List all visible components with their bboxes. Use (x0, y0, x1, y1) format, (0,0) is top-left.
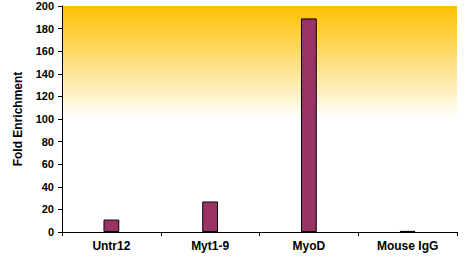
svg-text:Untr12: Untr12 (92, 239, 130, 253)
svg-text:0: 0 (48, 226, 54, 238)
svg-text:80: 80 (42, 136, 54, 148)
svg-text:180: 180 (36, 23, 54, 35)
svg-text:20: 20 (42, 203, 54, 215)
svg-text:140: 140 (36, 68, 54, 80)
svg-text:160: 160 (36, 45, 54, 57)
svg-text:MyoD: MyoD (293, 239, 326, 253)
svg-text:Fold Enrichment: Fold Enrichment (11, 72, 25, 167)
svg-text:200: 200 (36, 0, 54, 12)
svg-text:Mouse IgG: Mouse IgG (377, 239, 438, 253)
svg-text:100: 100 (36, 113, 54, 125)
svg-text:120: 120 (36, 90, 54, 102)
svg-text:40: 40 (42, 181, 54, 193)
svg-text:60: 60 (42, 158, 54, 170)
svg-text:Myt1-9: Myt1-9 (191, 239, 229, 253)
